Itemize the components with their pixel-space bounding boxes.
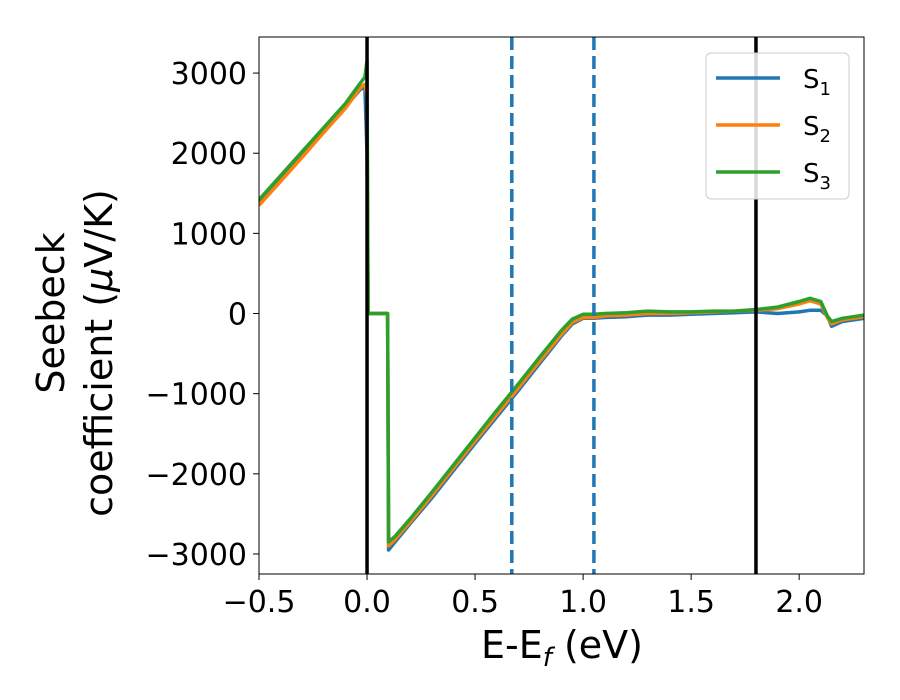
legend-label-s2: S2 xyxy=(803,112,831,147)
y-tick-label: 2000 xyxy=(171,137,247,172)
y-axis-title-prefix: coefficient ( xyxy=(77,292,121,517)
x-axis-title: E-Ef (eV) xyxy=(481,623,643,673)
y-axis-title-line2: coefficient (μV/K) xyxy=(77,189,121,517)
legend-label-s1: S1 xyxy=(803,65,831,100)
y-tick-label: −2000 xyxy=(146,458,247,493)
x-axis-title-main: E-E xyxy=(481,623,543,667)
x-tick-label: 0.0 xyxy=(343,585,391,620)
y-tick-label: −1000 xyxy=(146,378,247,413)
x-axis-title-unit: (eV) xyxy=(552,623,643,667)
x-tick-label: −0.5 xyxy=(223,585,296,620)
legend-label-s3: S3 xyxy=(803,159,831,194)
x-tick-label: 1.0 xyxy=(559,585,607,620)
x-tick-label: 1.5 xyxy=(667,585,715,620)
y-axis-title-line1: Seebeck xyxy=(29,232,73,393)
y-tick-label: 1000 xyxy=(171,217,247,252)
x-tick-label: 2.0 xyxy=(775,585,823,620)
plot-area xyxy=(259,37,864,574)
legend: S1 S2 S3 xyxy=(705,52,850,200)
x-axis: −0.5 0.0 0.5 1.0 1.5 2.0 xyxy=(223,574,823,620)
y-tick-label: 3000 xyxy=(171,57,247,92)
y-tick-label: −3000 xyxy=(146,538,247,573)
plot-frame xyxy=(258,36,865,575)
y-axis-title-unit: V/K) xyxy=(77,189,121,268)
y-axis-title-mu: μ xyxy=(77,268,121,293)
x-tick-label: 0.5 xyxy=(451,585,499,620)
y-axis: −3000 −2000 −1000 0 1000 2000 3000 xyxy=(146,57,259,573)
y-tick-label: 0 xyxy=(228,298,247,333)
y-axis-title: Seebeck coefficient (μV/K) xyxy=(29,189,121,517)
